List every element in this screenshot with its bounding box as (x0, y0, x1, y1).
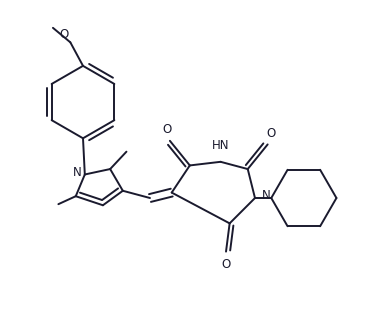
Text: N: N (73, 166, 81, 179)
Text: O: O (221, 258, 230, 271)
Text: O: O (59, 28, 68, 41)
Text: O: O (162, 124, 171, 136)
Text: N: N (261, 188, 270, 202)
Text: HN: HN (212, 139, 229, 152)
Text: O: O (266, 127, 275, 140)
